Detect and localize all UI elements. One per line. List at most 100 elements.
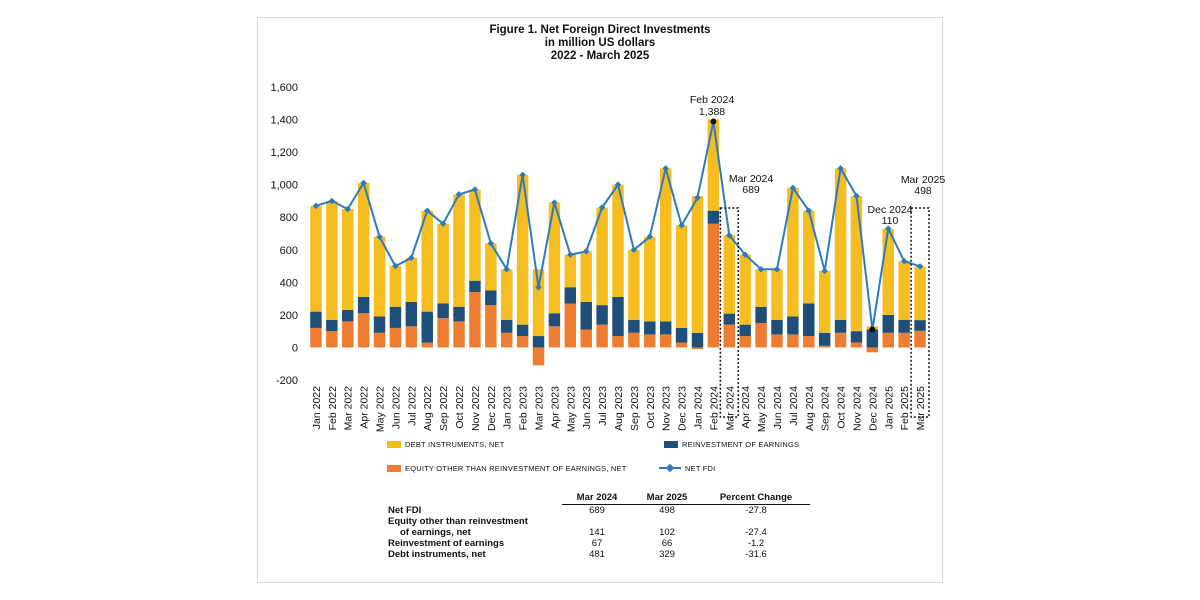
bar-reinvestment bbox=[898, 319, 910, 333]
x-tick-label: Jun 2024 bbox=[772, 386, 784, 429]
net-fdi-point bbox=[392, 262, 399, 270]
row-value: 67 bbox=[591, 538, 603, 549]
legend-label-debt: DEBT INSTRUMENTS, NET bbox=[405, 440, 505, 449]
net-fdi-point bbox=[519, 171, 526, 179]
bar-reinvestment bbox=[342, 310, 354, 322]
bar-debt bbox=[485, 243, 497, 291]
x-tick-label: Dec 2024 bbox=[867, 386, 879, 431]
bar-reinvestment bbox=[596, 305, 608, 325]
y-tick-label: 400 bbox=[280, 277, 298, 289]
chart-title: Figure 1. Net Foreign Direct Investments bbox=[489, 24, 711, 36]
bar-debt bbox=[437, 223, 449, 304]
bar-equity bbox=[389, 327, 402, 348]
bar-reinvestment bbox=[659, 321, 672, 335]
bar-equity bbox=[818, 345, 831, 348]
row-label: Debt instruments, net bbox=[388, 549, 486, 560]
x-tick-label: Mar 2023 bbox=[534, 386, 546, 431]
y-tick-label: 0 bbox=[292, 342, 298, 354]
row-value: 141 bbox=[589, 527, 605, 538]
table-header-change: Percent Change bbox=[702, 491, 810, 505]
bar-debt bbox=[596, 207, 608, 306]
bar-debt bbox=[898, 261, 910, 320]
bar-reinvestment bbox=[834, 319, 847, 333]
x-tick-label: Jan 2025 bbox=[883, 386, 895, 429]
bar-reinvestment bbox=[373, 316, 386, 333]
x-tick-label: Mar 2022 bbox=[343, 386, 355, 431]
x-tick-label: Jul 2022 bbox=[406, 386, 418, 426]
net-fdi-point bbox=[360, 179, 367, 187]
bar-equity bbox=[469, 292, 481, 348]
x-tick-label: Jan 2023 bbox=[502, 386, 514, 429]
bar-equity bbox=[707, 223, 720, 348]
net-fdi-point bbox=[805, 207, 813, 214]
row-label: Equity other than reinvestment of earnin… bbox=[384, 516, 562, 538]
row-value: 498 bbox=[659, 505, 675, 516]
bar-debt bbox=[453, 194, 465, 307]
bar-debt bbox=[500, 269, 513, 320]
bar-equity bbox=[723, 324, 736, 348]
x-tick-label: Feb 2022 bbox=[327, 386, 339, 431]
bar-equity bbox=[771, 334, 783, 348]
net-fdi-point bbox=[789, 184, 797, 192]
bar-debt bbox=[469, 189, 481, 281]
x-tick-label: Jan 2022 bbox=[311, 386, 323, 429]
bar-equity bbox=[453, 321, 465, 348]
bar-debt bbox=[755, 269, 767, 307]
legend-label-equity: EQUITY OTHER THAN REINVESTMENT OF EARNIN… bbox=[405, 464, 627, 473]
bar-reinvestment bbox=[755, 306, 767, 324]
bar-debt bbox=[850, 196, 863, 332]
highlight-point bbox=[869, 326, 876, 333]
bar-equity bbox=[326, 331, 338, 348]
bar-debt bbox=[803, 210, 815, 304]
bar-equity bbox=[500, 332, 513, 348]
annotation-value: 498 bbox=[914, 185, 932, 197]
bar-reinvestment bbox=[612, 296, 624, 337]
bar-reinvestment bbox=[564, 287, 577, 304]
row-value: 481 bbox=[589, 549, 605, 560]
bar-equity bbox=[485, 305, 497, 348]
x-tick-label: Jul 2023 bbox=[597, 386, 609, 426]
bar-reinvestment bbox=[326, 319, 338, 332]
legend-swatch-debt bbox=[387, 441, 401, 448]
bar-debt bbox=[659, 168, 672, 322]
bar-reinvestment bbox=[691, 332, 704, 348]
x-tick-label: Sep 2023 bbox=[629, 386, 641, 431]
annotation-value: 689 bbox=[742, 184, 760, 196]
bar-equity bbox=[564, 303, 577, 348]
x-tick-label: Apr 2024 bbox=[740, 386, 752, 429]
table-header-row: Mar 2024 Mar 2025 Percent Change bbox=[384, 491, 810, 505]
bar-debt bbox=[612, 184, 624, 297]
net-fdi-point bbox=[503, 266, 510, 273]
row-value: -31.6 bbox=[745, 549, 767, 560]
table-header-mar2025: Mar 2025 bbox=[632, 491, 702, 505]
bar-reinvestment bbox=[866, 329, 879, 348]
net-fdi-point bbox=[773, 266, 781, 273]
bar-equity bbox=[755, 323, 767, 348]
net-fdi-point bbox=[487, 240, 495, 247]
net-fdi-point bbox=[312, 202, 320, 210]
chart-subtitle: in million US dollars bbox=[544, 37, 656, 49]
bar-debt bbox=[882, 228, 894, 315]
bar-debt bbox=[389, 266, 402, 307]
bar-reinvestment bbox=[850, 331, 863, 343]
net-fdi-point bbox=[837, 165, 844, 172]
bar-equity bbox=[596, 324, 608, 348]
bar-reinvestment bbox=[739, 324, 751, 337]
bar-equity bbox=[516, 336, 529, 348]
x-tick-label: Oct 2023 bbox=[645, 386, 657, 429]
legend-swatch-equity bbox=[387, 465, 401, 472]
net-fdi-point bbox=[694, 194, 701, 201]
net-fdi-point bbox=[630, 246, 638, 254]
bar-debt bbox=[707, 119, 720, 211]
net-fdi-point bbox=[726, 232, 733, 239]
bar-equity bbox=[532, 347, 545, 366]
bar-debt bbox=[628, 249, 640, 320]
net-fdi-point bbox=[678, 222, 685, 229]
bar-debt bbox=[739, 254, 751, 325]
bar-reinvestment bbox=[532, 336, 545, 348]
net-fdi-point bbox=[423, 207, 431, 214]
table-row: Reinvestment of earnings 67 66 -1.2 bbox=[384, 538, 810, 549]
x-tick-label: Feb 2024 bbox=[708, 386, 720, 431]
bar-reinvestment bbox=[548, 313, 561, 327]
bar-equity bbox=[787, 334, 799, 348]
